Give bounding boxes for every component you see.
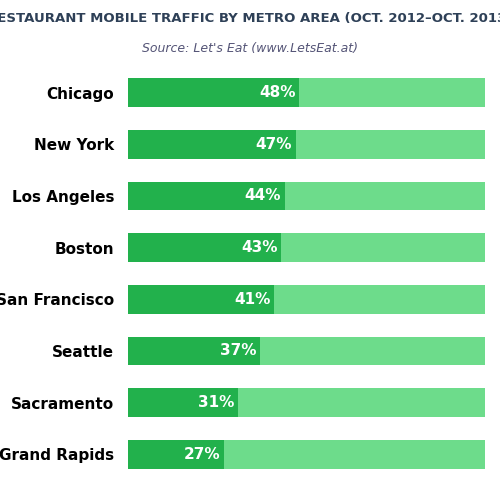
Bar xyxy=(128,130,296,158)
Bar xyxy=(128,78,299,107)
Text: 31%: 31% xyxy=(198,395,235,410)
Bar xyxy=(128,285,274,313)
Bar xyxy=(128,285,485,313)
Bar xyxy=(128,389,238,417)
Text: 41%: 41% xyxy=(234,292,270,307)
Text: 37%: 37% xyxy=(220,344,256,358)
Bar xyxy=(128,234,485,262)
Bar xyxy=(128,440,224,469)
Text: 43%: 43% xyxy=(241,240,278,255)
Text: RESTAURANT MOBILE TRAFFIC BY METRO AREA (OCT. 2012–OCT. 2013): RESTAURANT MOBILE TRAFFIC BY METRO AREA … xyxy=(0,12,500,25)
Bar xyxy=(128,234,281,262)
Bar xyxy=(128,337,485,365)
Text: 44%: 44% xyxy=(244,189,281,203)
Bar xyxy=(128,130,485,158)
Bar xyxy=(128,78,485,107)
Bar xyxy=(128,182,285,210)
Text: 48%: 48% xyxy=(259,85,296,100)
Bar xyxy=(128,337,260,365)
Bar xyxy=(128,389,485,417)
Text: 27%: 27% xyxy=(184,447,220,462)
Bar xyxy=(128,440,485,469)
Text: 47%: 47% xyxy=(256,137,292,152)
Text: Source: Let's Eat (www.LetsEat.at): Source: Let's Eat (www.LetsEat.at) xyxy=(142,42,358,55)
Bar xyxy=(128,182,485,210)
